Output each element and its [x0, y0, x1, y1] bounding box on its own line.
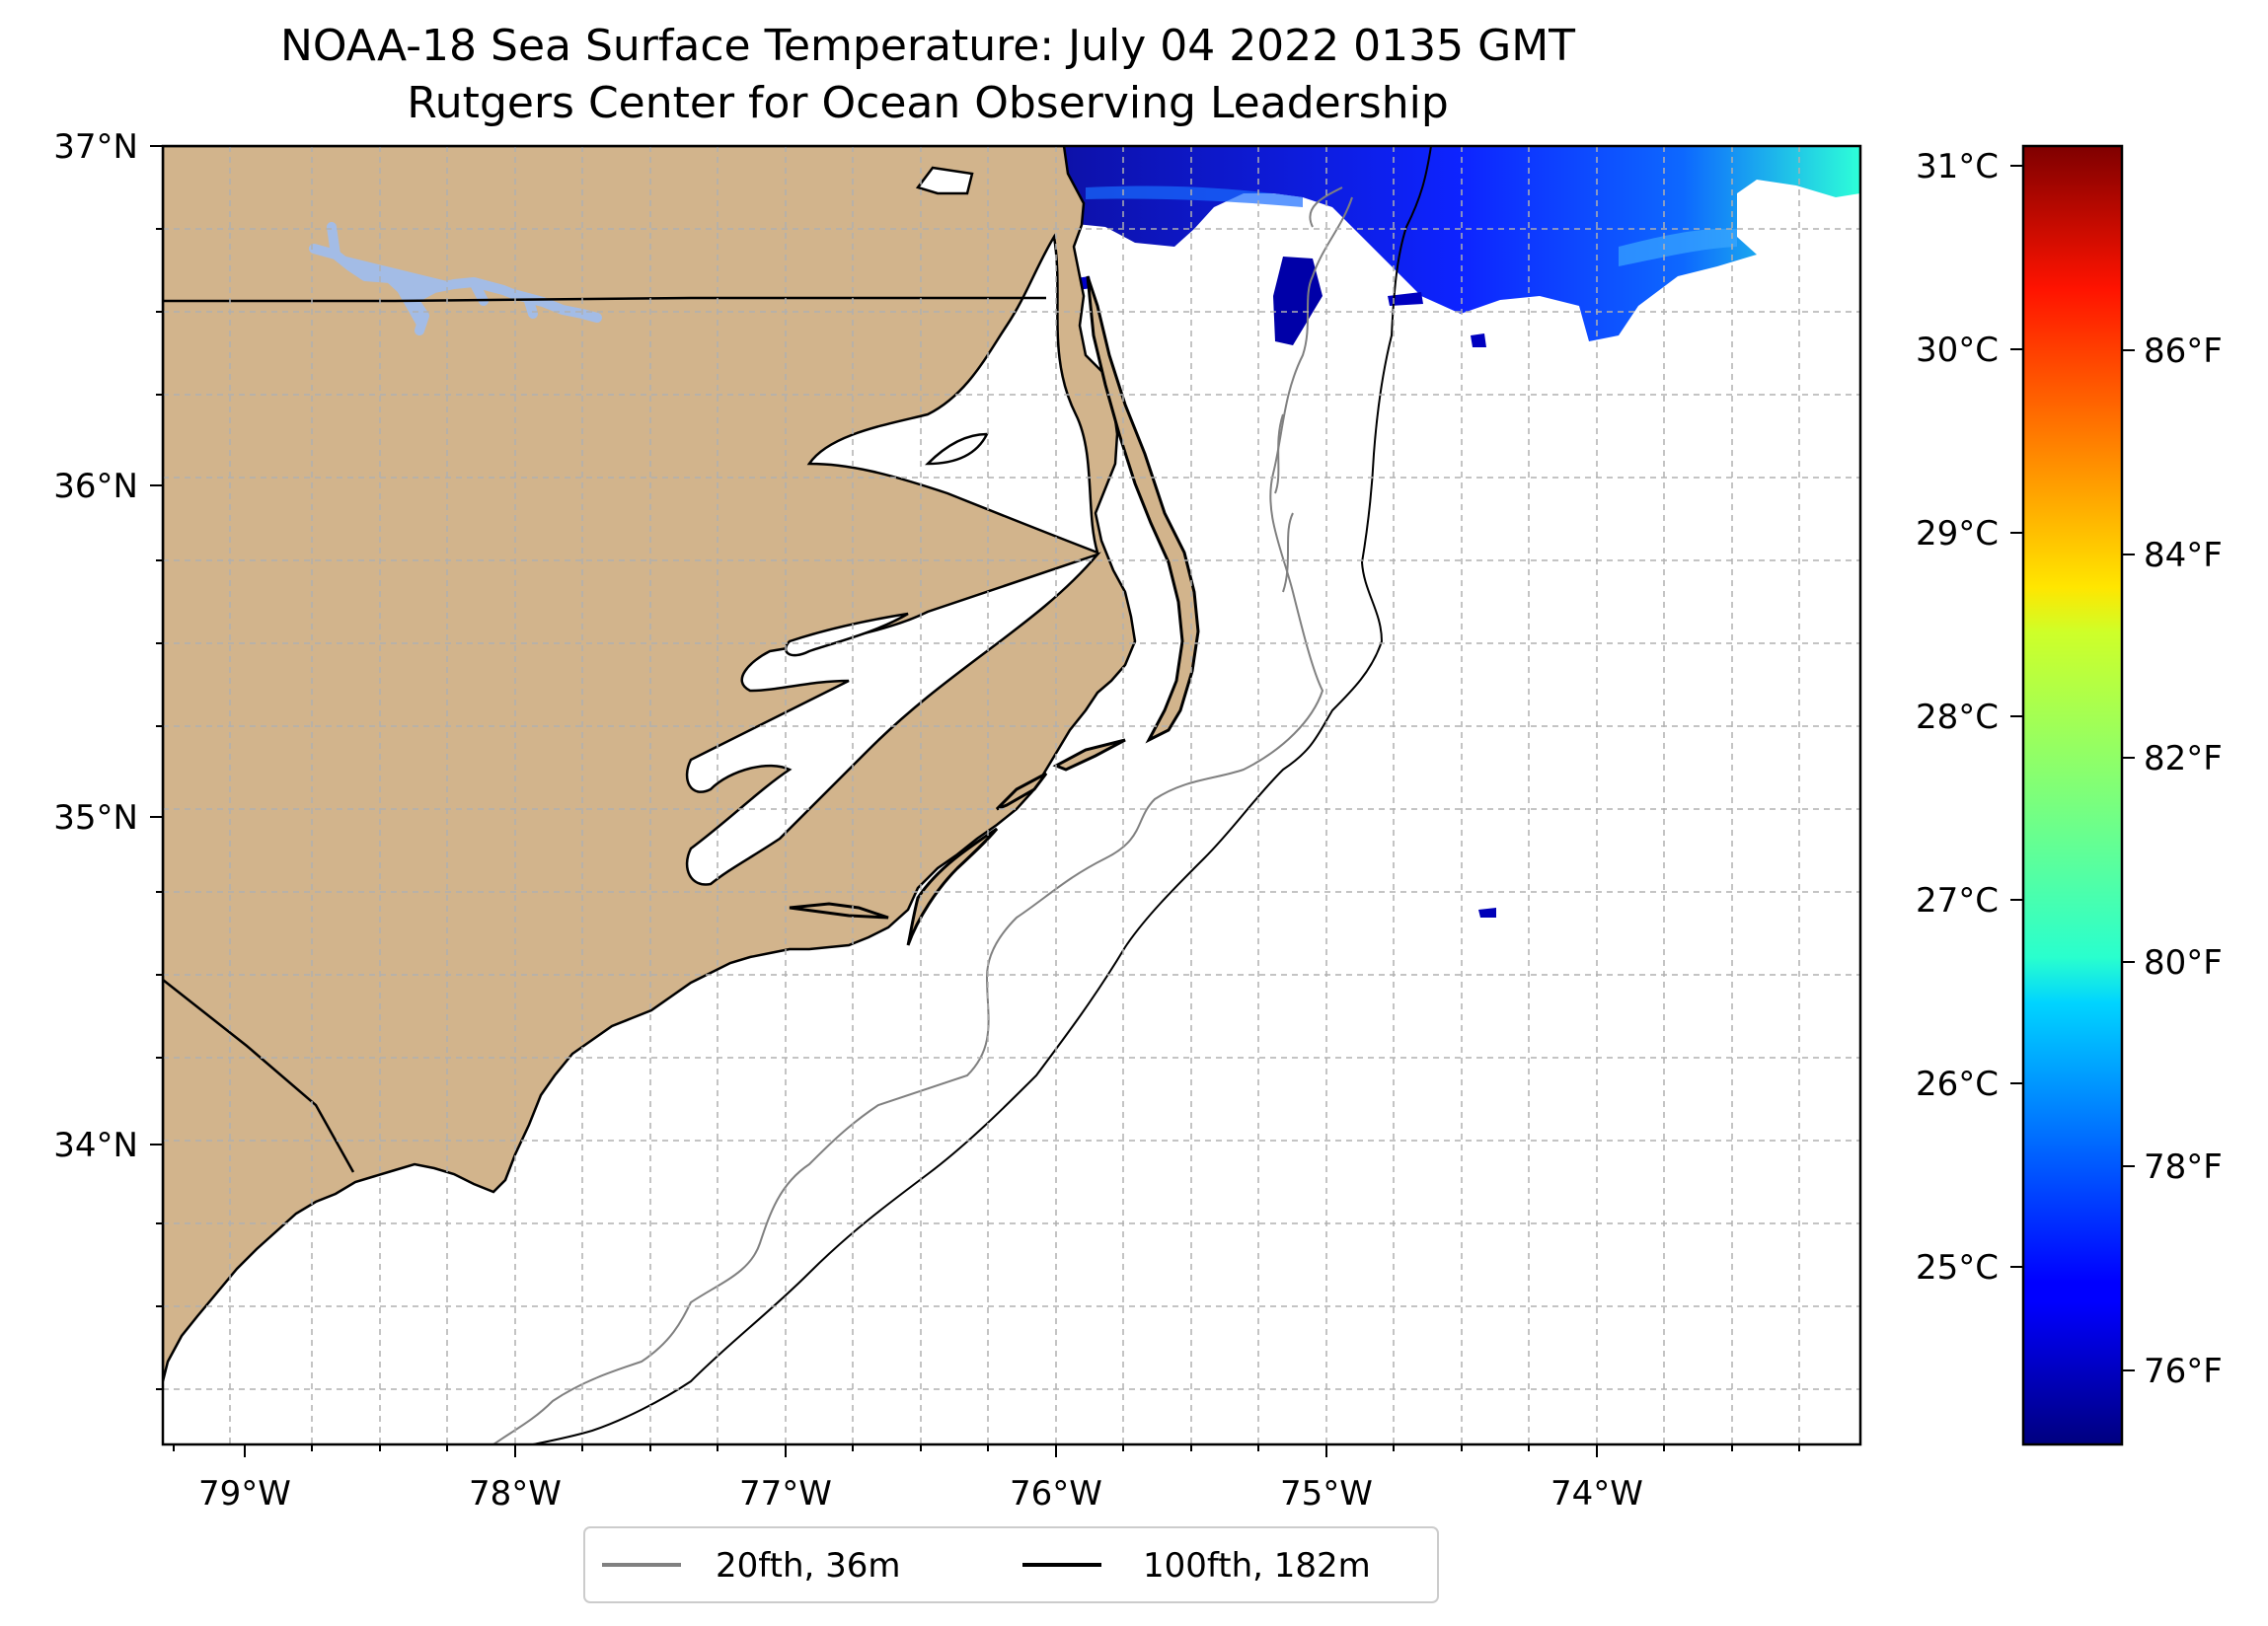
lon-tick-label: 76°W [1010, 1474, 1102, 1514]
lake [309, 222, 602, 335]
legend-label-100fth: 100fth, 182m [1143, 1546, 1371, 1586]
fahrenheit-tick-label: 78°F [2144, 1147, 2223, 1187]
fahrenheit-tick-label: 84°F [2144, 536, 2223, 575]
lat-tick-label: 34°N [53, 1126, 138, 1165]
colorbar [2021, 144, 2124, 1446]
fahrenheit-tick-label: 76°F [2144, 1352, 2223, 1391]
lon-axis [173, 1444, 1800, 1457]
isobath-20fth [492, 196, 1353, 1444]
legend-box [583, 1526, 1439, 1603]
celsius-tick-label: 25°C [1916, 1248, 1999, 1288]
celsius-tick-label: 28°C [1916, 698, 1999, 737]
lat-tick-label: 36°N [53, 467, 138, 506]
isobath-100fth [532, 146, 1432, 1444]
title-line-2: Rutgers Center for Ocean Observing Leade… [407, 78, 1449, 128]
lon-tick-label: 75°W [1280, 1474, 1373, 1514]
celsius-tick-label: 27°C [1916, 881, 1999, 921]
title-line-1: NOAA-18 Sea Surface Temperature: July 04… [279, 21, 1576, 71]
lon-tick-label: 77°W [739, 1474, 832, 1514]
colorbar-left-axis [2010, 165, 2023, 1268]
fahrenheit-tick-label: 80°F [2144, 943, 2223, 983]
state-borders [163, 296, 1046, 1173]
map-frame [161, 144, 1862, 1446]
gridlines [163, 146, 1860, 1444]
map [163, 146, 1860, 1444]
lat-tick-label: 37°N [53, 127, 138, 167]
legend-label-20fth: 20fth, 36m [716, 1546, 901, 1586]
lat-tick-label: 35°N [53, 798, 138, 838]
legend: 20fth, 36m 100fth, 182m [583, 1526, 1439, 1603]
celsius-tick-label: 31°C [1916, 147, 1999, 186]
lon-tick-label: 78°W [469, 1474, 562, 1514]
lon-tick-label: 79°W [198, 1474, 291, 1514]
barrier-islands [789, 275, 1200, 946]
lat-axis [150, 145, 163, 1390]
fahrenheit-tick-label: 82°F [2144, 739, 2223, 778]
celsius-tick-label: 30°C [1916, 331, 1999, 370]
celsius-tick-label: 26°C [1916, 1065, 1999, 1104]
colorbar-right-axis [2122, 349, 2135, 1371]
isobath-20fth-inner [1274, 186, 1343, 593]
celsius-tick-label: 29°C [1916, 514, 1999, 554]
lon-tick-label: 74°W [1550, 1474, 1643, 1514]
sounds [685, 166, 1101, 886]
fahrenheit-tick-label: 86°F [2144, 332, 2223, 371]
